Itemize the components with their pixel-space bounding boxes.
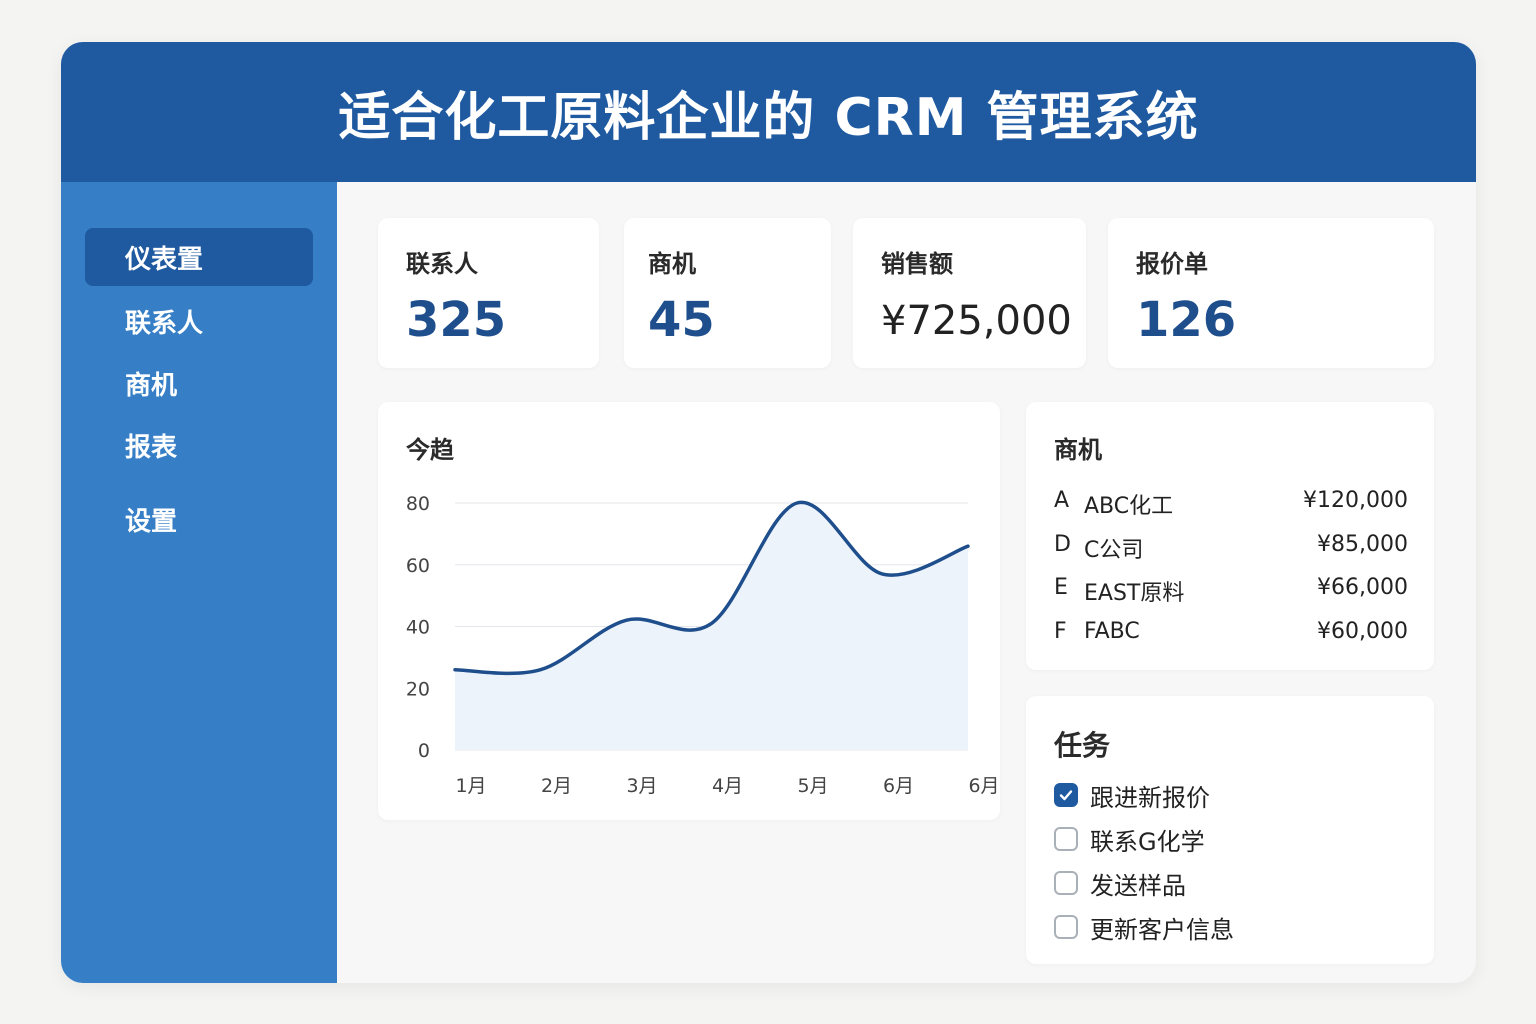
kpi-value: 45 bbox=[648, 292, 715, 348]
x-tick-label: 4月 bbox=[712, 775, 743, 797]
kpi-label: 联系人 bbox=[406, 250, 478, 278]
task-checkbox[interactable] bbox=[1054, 827, 1078, 851]
opportunity-letter: F bbox=[1054, 619, 1067, 644]
x-tick-label: 3月 bbox=[626, 775, 657, 797]
opportunity-name: FABC bbox=[1084, 619, 1140, 644]
opportunity-amount: ¥85,000 bbox=[1317, 532, 1408, 557]
opportunity-row[interactable]: E EAST原料 ¥66,000 bbox=[1054, 575, 1408, 606]
opportunities-title: 商机 bbox=[1054, 436, 1102, 464]
chart-point bbox=[711, 623, 712, 624]
y-tick-label: 60 bbox=[406, 555, 430, 577]
chart-area-fill bbox=[455, 502, 968, 750]
chart-series-line bbox=[453, 500, 970, 676]
kpi-card-sales[interactable]: 销售额 ¥725,000 bbox=[853, 218, 1086, 368]
opportunity-name: ABC化工 bbox=[1084, 494, 1174, 519]
opportunity-row[interactable]: A ABC化工 ¥120,000 bbox=[1054, 488, 1408, 519]
kpi-label: 销售额 bbox=[881, 250, 953, 278]
sidebar-item-label: 报表 bbox=[125, 432, 178, 463]
task-item[interactable]: 联系G化学 bbox=[1054, 824, 1205, 856]
kpi-card-contacts[interactable]: 联系人 325 bbox=[378, 218, 599, 368]
opportunity-amount: ¥120,000 bbox=[1303, 488, 1408, 513]
y-tick-label: 0 bbox=[418, 740, 430, 762]
x-tick-label: 5月 bbox=[797, 775, 828, 797]
x-tick-label: 6月 bbox=[883, 775, 914, 797]
kpi-label: 商机 bbox=[648, 250, 696, 278]
chart-point bbox=[797, 503, 798, 504]
sidebar-item-label: 商机 bbox=[125, 370, 178, 401]
task-item[interactable]: 发送样品 bbox=[1054, 868, 1186, 900]
chart-point bbox=[455, 669, 456, 670]
task-label: 联系G化学 bbox=[1090, 827, 1205, 856]
kpi-value: ¥725,000 bbox=[881, 298, 1072, 344]
kpi-card-opportunities[interactable]: 商机 45 bbox=[624, 218, 831, 368]
sidebar-item-dashboard[interactable]: 仪表置 bbox=[85, 228, 313, 286]
tasks-card: 任务 跟进新报价 联系G化学 发送样品 更新客户信息 bbox=[1026, 696, 1434, 964]
sidebar-item-settings[interactable]: 设置 bbox=[85, 490, 313, 548]
task-label: 跟进新报价 bbox=[1090, 783, 1210, 812]
sidebar-item-reports[interactable]: 报表 bbox=[85, 416, 313, 474]
opportunity-amount: ¥66,000 bbox=[1317, 575, 1408, 600]
task-item[interactable]: 更新客户信息 bbox=[1054, 912, 1234, 944]
trend-chart-title: 今趋 bbox=[406, 436, 454, 464]
y-tick-label: 20 bbox=[406, 678, 430, 700]
checkmark-icon bbox=[1059, 790, 1073, 801]
x-tick-label: 2月 bbox=[541, 775, 572, 797]
chart-point bbox=[882, 574, 883, 575]
task-item[interactable]: 跟进新报价 bbox=[1054, 780, 1210, 812]
crm-app-window: 适合化工原料企业的 CRM 管理系统 仪表置 联系人 商机 报表 设置 联系人 … bbox=[61, 42, 1476, 983]
opportunity-letter: A bbox=[1054, 488, 1070, 513]
chart-x-axis: 1月 2月 3月 4月 5月 6月 6月 bbox=[455, 775, 999, 797]
opportunity-name: EAST原料 bbox=[1084, 581, 1185, 606]
task-checkbox[interactable] bbox=[1054, 783, 1078, 807]
sidebar: 仪表置 联系人 商机 报表 设置 bbox=[61, 182, 337, 983]
opportunity-amount: ¥60,000 bbox=[1317, 619, 1408, 644]
kpi-card-quotes[interactable]: 报价单 126 bbox=[1108, 218, 1434, 368]
y-tick-label: 80 bbox=[406, 493, 430, 515]
kpi-value: 325 bbox=[406, 292, 507, 348]
sidebar-item-contacts[interactable]: 联系人 bbox=[85, 292, 313, 350]
opportunities-card: 商机 A ABC化工 ¥120,000 D C公司 ¥85,000 E EAST… bbox=[1026, 402, 1434, 670]
opportunity-letter: E bbox=[1054, 575, 1068, 600]
chart-point bbox=[626, 620, 627, 621]
chart-point bbox=[968, 546, 969, 547]
opportunity-row[interactable]: D C公司 ¥85,000 bbox=[1054, 532, 1408, 563]
app-title: 适合化工原料企业的 CRM 管理系统 bbox=[338, 87, 1199, 148]
tasks-title: 任务 bbox=[1054, 729, 1111, 762]
sidebar-item-label: 联系人 bbox=[125, 308, 204, 339]
task-label: 发送样品 bbox=[1090, 871, 1186, 900]
sidebar-item-label: 仪表置 bbox=[125, 244, 204, 275]
y-tick-label: 40 bbox=[406, 617, 430, 639]
opportunity-row[interactable]: F FABC ¥60,000 bbox=[1054, 619, 1408, 649]
opportunity-letter: D bbox=[1054, 532, 1071, 557]
trend-chart-card: 今趋 0 20 40 60 80 1月 2月 3月 4月 5月 6月 6月 bbox=[378, 402, 1000, 820]
x-tick-label: 1月 bbox=[455, 775, 486, 797]
chart-point bbox=[540, 669, 541, 670]
task-checkbox[interactable] bbox=[1054, 871, 1078, 895]
task-label: 更新客户信息 bbox=[1090, 915, 1234, 944]
chart-y-axis: 0 20 40 60 80 bbox=[406, 493, 430, 762]
trend-chart: 0 20 40 60 80 1月 2月 3月 4月 5月 6月 6月 bbox=[406, 493, 1000, 797]
sidebar-item-label: 设置 bbox=[125, 506, 178, 537]
sidebar-item-opportunities[interactable]: 商机 bbox=[85, 354, 313, 412]
kpi-label: 报价单 bbox=[1136, 250, 1208, 278]
app-header: 适合化工原料企业的 CRM 管理系统 bbox=[61, 42, 1476, 182]
opportunity-name: C公司 bbox=[1084, 538, 1144, 563]
task-checkbox[interactable] bbox=[1054, 915, 1078, 939]
kpi-value: 126 bbox=[1136, 292, 1237, 348]
x-tick-label: 6月 bbox=[968, 775, 999, 797]
